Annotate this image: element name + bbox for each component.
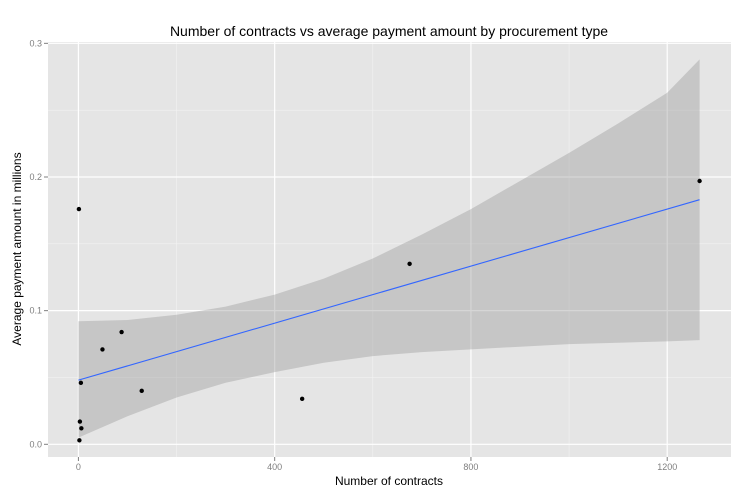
x-tick-label: 1200 bbox=[657, 462, 677, 472]
data-point bbox=[77, 438, 82, 443]
data-point bbox=[77, 419, 83, 424]
data-point bbox=[79, 426, 84, 431]
data-point bbox=[119, 329, 124, 335]
y-axis-ticks: 0.0 0.1 0.2 0.3 bbox=[29, 38, 48, 449]
y-tick-label: 0.1 bbox=[29, 306, 42, 316]
x-tick-label: 400 bbox=[267, 462, 282, 472]
fit-line bbox=[78, 199, 700, 381]
data-point bbox=[76, 206, 82, 212]
data-points bbox=[76, 178, 702, 443]
x-tick-label: 0 bbox=[76, 462, 81, 472]
plot-panel bbox=[48, 42, 731, 457]
confidence-band-area bbox=[78, 59, 700, 438]
data-point bbox=[697, 178, 702, 184]
x-tick-label: 800 bbox=[463, 462, 478, 472]
x-axis-title: Number of contracts bbox=[335, 474, 443, 488]
chart-title: Number of contracts vs average payment a… bbox=[170, 23, 608, 39]
confidence-band bbox=[78, 59, 700, 438]
y-tick-label: 0.3 bbox=[29, 38, 42, 48]
x-axis-ticks: 0 400 800 1200 bbox=[76, 457, 677, 472]
data-point bbox=[407, 261, 412, 267]
data-point bbox=[299, 396, 305, 402]
grid bbox=[48, 42, 731, 457]
regression-line bbox=[78, 199, 700, 381]
y-axis-title: Average payment amount in millions bbox=[10, 152, 24, 345]
y-tick-label: 0.0 bbox=[29, 439, 42, 449]
data-point bbox=[78, 380, 84, 386]
data-point bbox=[100, 347, 105, 352]
data-point bbox=[139, 388, 144, 394]
y-tick-label: 0.2 bbox=[29, 172, 42, 182]
